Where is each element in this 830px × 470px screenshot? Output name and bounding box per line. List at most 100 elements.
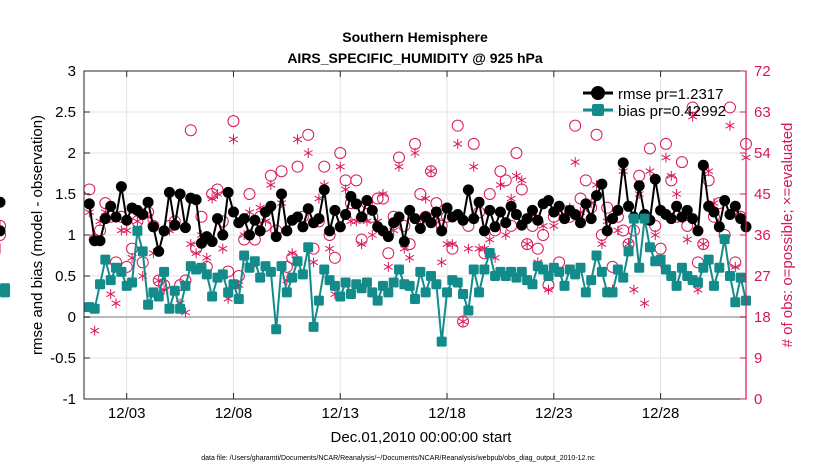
- legend-rmse-label: rmse pr=1.2317: [618, 86, 723, 103]
- evaluated-obs-point: [341, 184, 351, 195]
- rmse-point: [713, 221, 725, 233]
- bias-point: [329, 280, 340, 291]
- bias-point: [634, 262, 645, 273]
- evaluated-obs-point: [287, 248, 297, 259]
- rmse-point: [292, 211, 304, 223]
- rmse-point: [719, 195, 731, 207]
- rmse-point: [244, 229, 255, 241]
- evaluated-obs-point: [543, 284, 554, 295]
- evaluated-obs-point: [501, 230, 511, 240]
- legend-rmse-marker: [591, 86, 605, 100]
- bias-point: [671, 280, 682, 291]
- bias-point: [335, 291, 346, 302]
- y2-tick-label: 18: [754, 309, 771, 326]
- evaluated-obs-point: [629, 284, 639, 295]
- bias-point: [143, 299, 154, 310]
- rmse-point: [158, 225, 170, 237]
- bias-point: [287, 272, 298, 283]
- evaluated-obs-point: [421, 193, 431, 204]
- rmse-point: [174, 188, 186, 200]
- bias-point: [303, 242, 314, 253]
- possible-obs-point: [531, 242, 544, 255]
- rmse-point: [324, 225, 336, 237]
- evaluated-obs-point: [308, 257, 319, 268]
- evaluated-obs-point: [485, 234, 495, 245]
- rmse-point: [425, 217, 437, 229]
- rmse-point: [276, 188, 288, 200]
- bias-point: [217, 269, 228, 280]
- x-tick-label: 12/28: [642, 405, 680, 422]
- evaluated-obs-point: [122, 225, 132, 236]
- bias-point: [175, 303, 186, 314]
- rmse-point: [505, 200, 517, 212]
- rmse-point: [575, 217, 586, 229]
- possible-obs-point: [328, 251, 341, 264]
- bias-point: [612, 264, 623, 275]
- y2-axis-label: # of obs: o=possible; ×=evaluated: [779, 123, 796, 348]
- rmse-point: [596, 178, 608, 190]
- bias-point: [388, 277, 399, 288]
- bias-point: [442, 287, 453, 298]
- rmse-point: [249, 214, 261, 226]
- rmse-point: [94, 235, 106, 247]
- x-tick-label: 12/13: [321, 405, 359, 422]
- rmse-point: [607, 213, 619, 225]
- evaluated-obs-point: [202, 252, 212, 263]
- rmse-point: [329, 204, 341, 216]
- rmse-point: [222, 186, 234, 198]
- rmse-point: [724, 209, 736, 220]
- bias-point: [639, 213, 650, 224]
- evaluated-obs-point: [303, 148, 313, 158]
- evaluated-obs-point: [517, 175, 527, 186]
- rmse-point: [361, 195, 373, 207]
- rmse-point: [494, 206, 506, 218]
- rmse-point: [121, 214, 133, 226]
- bias-point: [516, 266, 527, 277]
- bias-point: [692, 277, 703, 288]
- bias-point: [463, 305, 474, 316]
- evaluated-obs-point: [458, 316, 468, 327]
- rmse-point: [163, 186, 175, 198]
- bias-point: [698, 262, 709, 273]
- rmse-point: [692, 225, 704, 237]
- bias-point: [431, 279, 442, 290]
- possible-obs-point: [510, 147, 523, 159]
- bias-point: [116, 266, 127, 277]
- bias-point: [410, 293, 420, 304]
- bias-point: [340, 277, 351, 288]
- bias-point: [591, 250, 602, 261]
- bias-point: [415, 266, 426, 277]
- rmse-point: [462, 184, 474, 196]
- rmse-point: [558, 213, 570, 225]
- evaluated-obs-point: [132, 216, 142, 227]
- bias-point: [596, 266, 607, 277]
- bias-point: [586, 275, 597, 286]
- evaluated-obs-point: [207, 193, 217, 204]
- bias-point: [618, 272, 629, 283]
- rmse-point: [409, 213, 421, 225]
- bias-point: [468, 264, 479, 275]
- rmse-point: [206, 236, 218, 248]
- y-tick-label: 0: [68, 309, 76, 326]
- rmse-point: [687, 213, 699, 225]
- evaluated-obs-point: [682, 234, 692, 245]
- bias-point: [153, 291, 164, 302]
- evaluated-obs-point: [639, 298, 650, 309]
- evaluated-obs-point: [357, 239, 367, 250]
- evaluated-obs-point: [367, 230, 377, 240]
- rmse-point: [500, 217, 512, 229]
- evaluated-obs-point: [335, 161, 345, 172]
- bias-point: [719, 234, 730, 245]
- possible-obs-point: [0, 229, 6, 241]
- bias-point: [127, 277, 138, 288]
- bias-point: [458, 289, 469, 300]
- rmse-point: [169, 219, 181, 231]
- y-axis-label: rmse and bias (model - observation): [29, 115, 46, 355]
- bias-point: [292, 256, 303, 267]
- evaluated-obs-point: [410, 148, 420, 158]
- evaluated-obs-point: [549, 220, 559, 231]
- y-tick-label: 2: [68, 145, 76, 162]
- evaluated-obs-point: [437, 257, 447, 268]
- rmse-point: [350, 198, 362, 210]
- evaluated-obs-point: [111, 298, 121, 309]
